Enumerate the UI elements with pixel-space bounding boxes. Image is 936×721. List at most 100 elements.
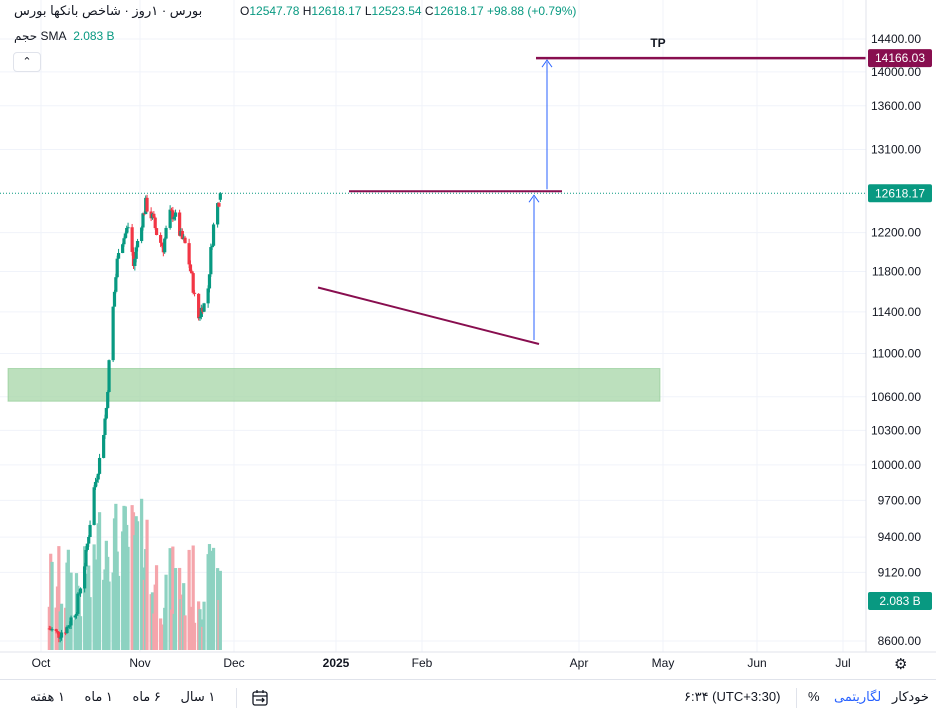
candle-body bbox=[197, 293, 201, 319]
candle-body bbox=[218, 193, 222, 200]
close-key: C bbox=[424, 4, 434, 18]
price-tick-label: 14000.00 bbox=[871, 65, 921, 79]
price-tick-label: 10000.00 bbox=[871, 458, 921, 472]
candle-body bbox=[154, 228, 159, 236]
candle-body bbox=[74, 613, 79, 616]
log-scale-button[interactable]: لگاریتمی bbox=[834, 689, 882, 704]
support-zone bbox=[7, 368, 661, 402]
price-tick-label: 13100.00 bbox=[871, 142, 921, 156]
price-axis[interactable]: 15200.0014400.0014000.0013600.0013100.00… bbox=[871, 0, 921, 648]
time-tick-label: Apr bbox=[570, 656, 589, 670]
candle-body bbox=[78, 588, 83, 594]
time-tick-label: Dec bbox=[223, 656, 244, 670]
volume-bar bbox=[191, 545, 195, 650]
candle-body bbox=[192, 292, 197, 294]
candle-body bbox=[159, 235, 163, 243]
candle-body bbox=[126, 227, 130, 229]
candle-body bbox=[96, 473, 100, 480]
candle-body bbox=[92, 487, 96, 525]
candle-body bbox=[207, 274, 212, 289]
ohlc-legend: O12547.78 H12618.17 L12523.54 C12618.17 … bbox=[240, 4, 576, 18]
candle-body bbox=[209, 247, 213, 275]
volume-legend[interactable]: حجم SMA 2.083 B bbox=[14, 29, 115, 43]
volume-bar bbox=[192, 622, 197, 650]
price-tick-label: 11400.00 bbox=[872, 305, 921, 319]
volume-bar bbox=[171, 546, 175, 650]
chart-area[interactable]: TP 15200.0014400.0014000.0013600.0013100… bbox=[0, 0, 936, 680]
candle-body bbox=[87, 536, 91, 544]
candle-body bbox=[125, 227, 129, 234]
price-tick-label: 12200.00 bbox=[871, 226, 921, 240]
candle-body bbox=[65, 626, 69, 634]
candle-body bbox=[172, 216, 176, 220]
price-tick-label: 9400.00 bbox=[878, 530, 922, 544]
chevron-up-icon: ⌃ bbox=[22, 56, 32, 68]
percent-scale-button[interactable]: % bbox=[808, 689, 820, 704]
candle-body bbox=[188, 264, 193, 272]
tp-price-badge-bg bbox=[868, 49, 932, 68]
volume-bar bbox=[57, 546, 61, 650]
candle-body bbox=[191, 273, 195, 293]
period-button[interactable]: ۶ ماه bbox=[132, 689, 161, 704]
volume-bar bbox=[218, 570, 222, 650]
volume-bar bbox=[145, 519, 149, 650]
high-key: H bbox=[302, 4, 312, 18]
gear-icon[interactable]: ⚙ bbox=[894, 656, 908, 673]
candle-body bbox=[57, 631, 61, 638]
volume-bar bbox=[66, 549, 70, 650]
candle-body bbox=[211, 224, 216, 246]
price-badges: 14166.03 12618.17 2.083 B bbox=[868, 49, 932, 610]
price-tick-label: 14400.00 bbox=[871, 32, 921, 46]
period-button[interactable]: ۱ ماه bbox=[84, 689, 113, 704]
candle-body bbox=[206, 288, 210, 304]
candle-body bbox=[123, 233, 127, 239]
time-axis[interactable]: Oct Nov Dec 2025 Feb Apr May Jun Jul bbox=[32, 656, 851, 670]
volume-badge-bg bbox=[868, 592, 932, 610]
candle-body bbox=[140, 227, 144, 241]
candle-body bbox=[85, 543, 89, 550]
volume-bar bbox=[88, 597, 92, 650]
candle-body bbox=[88, 524, 92, 537]
volume-bar bbox=[107, 581, 111, 650]
trend-line bbox=[317, 286, 540, 345]
price-tick-label: 10600.00 bbox=[871, 390, 921, 404]
candle-body bbox=[145, 197, 149, 212]
candle-body bbox=[198, 316, 202, 319]
price-tick-label: 10300.00 bbox=[871, 423, 921, 437]
volume-bars bbox=[47, 498, 222, 650]
time-tick-label: Jul bbox=[835, 656, 850, 670]
timezone-button[interactable]: ۶:۳۴ (UTC+3:30) bbox=[684, 689, 781, 704]
change-value: +98.88 (+0.79%) bbox=[487, 4, 577, 18]
calendar-range-icon[interactable] bbox=[250, 688, 270, 711]
chart-grid bbox=[0, 0, 866, 652]
auto-scale-button[interactable]: خودکار bbox=[892, 689, 929, 704]
candle-body bbox=[116, 253, 121, 259]
volume-bar bbox=[209, 550, 213, 650]
candle-body bbox=[122, 238, 126, 245]
symbol-name[interactable]: بورس · ۱روز · شاخص بانکها بورس bbox=[14, 3, 203, 18]
time-tick-label: May bbox=[652, 656, 675, 670]
symbol-title[interactable]: بورس · ۱روز · شاخص بانکها بورس bbox=[14, 3, 202, 19]
candle-body bbox=[216, 203, 220, 225]
candle-body bbox=[190, 271, 194, 274]
candle-body bbox=[164, 227, 168, 239]
candle-body bbox=[173, 212, 178, 217]
bottom-toolbar: ۱ سال ۶ ماه ۱ ماه ۱ هفته ۶:۳۴ (UTC+3:30)… bbox=[0, 679, 936, 721]
candle-body bbox=[202, 303, 206, 312]
volume-bar bbox=[97, 512, 102, 650]
volume-badge: 2.083 B bbox=[879, 594, 920, 608]
period-button[interactable]: ۱ هفته bbox=[30, 689, 65, 704]
candle-body bbox=[114, 277, 118, 292]
candle-body bbox=[163, 238, 167, 253]
volume-bar bbox=[202, 601, 206, 650]
divider bbox=[796, 688, 797, 708]
volume-bar bbox=[116, 575, 121, 650]
tp-price-badge: 14166.03 bbox=[875, 51, 925, 65]
candle-body bbox=[130, 227, 134, 252]
open-value: 12547.78 bbox=[249, 4, 300, 18]
price-tick-label: 8600.00 bbox=[878, 634, 922, 648]
candle-body bbox=[153, 217, 157, 229]
period-button[interactable]: ۱ سال bbox=[180, 689, 216, 704]
candle-body bbox=[69, 617, 73, 626]
collapse-button[interactable]: ⌃ bbox=[13, 52, 41, 72]
